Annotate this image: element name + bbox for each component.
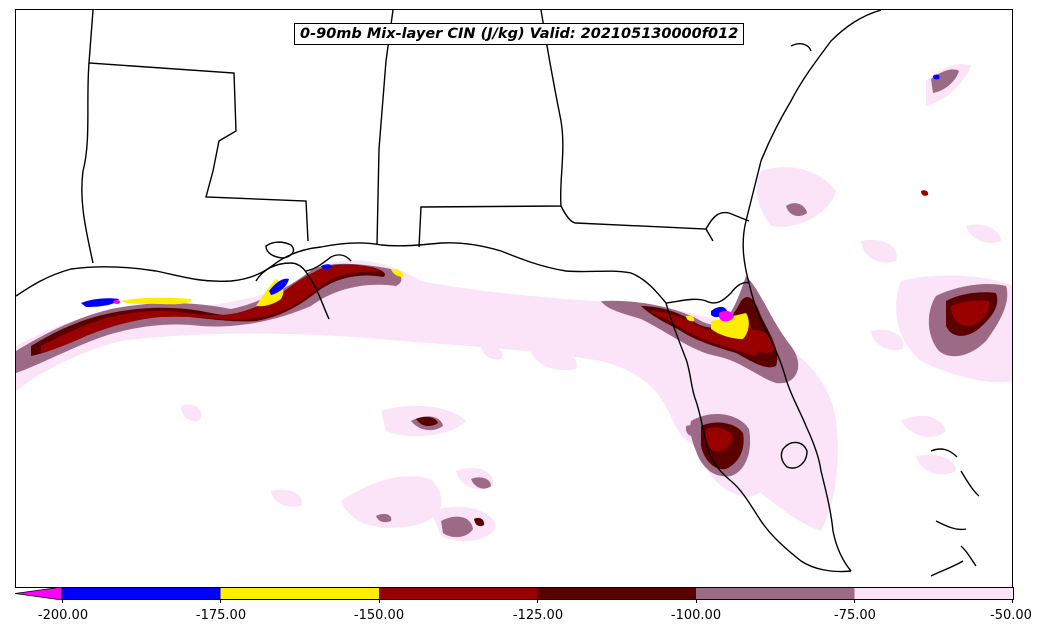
cin-map [16, 10, 1012, 577]
cin-field-blue [81, 74, 940, 318]
colorbar-bin-150-125 [379, 587, 538, 600]
colorbar-bin-100-75 [696, 587, 855, 600]
map-panel: 0-90mb Mix-layer CIN (J/kg) Valid: 20210… [15, 9, 1013, 588]
colorbar-bin-200-175 [62, 587, 221, 600]
tick-mark-200 [62, 599, 63, 603]
cin-field-red [41, 190, 990, 452]
colorbar-tick-label: -200.00 [37, 608, 89, 623]
colorbar-tick-label: -150.00 [353, 608, 405, 623]
tick-mark-75 [854, 599, 855, 603]
tick-mark-50 [1012, 599, 1013, 603]
tick-mark-150 [379, 599, 380, 603]
colorbar-tick-label: -125.00 [512, 608, 564, 623]
colorbar-tick-label: -100.00 [670, 608, 722, 623]
colorbar-tick-label: -75.00 [834, 608, 876, 623]
colorbar-bin-125-100 [537, 587, 696, 600]
tick-mark-100 [696, 599, 697, 603]
colorbar-bin-175-150 [220, 587, 379, 600]
map-title: 0-90mb Mix-layer CIN (J/kg) Valid: 20210… [294, 23, 745, 45]
tick-mark-125 [537, 599, 538, 603]
colorbar-tick-label: -175.00 [195, 608, 247, 623]
cin-field-magenta [113, 299, 734, 322]
colorbar [15, 587, 1014, 600]
colorbar-bin-75-50 [854, 587, 1014, 600]
colorbar-tick-label: -50.00 [990, 608, 1032, 623]
colorbar-extend-min [15, 587, 63, 600]
tick-mark-175 [220, 599, 221, 603]
